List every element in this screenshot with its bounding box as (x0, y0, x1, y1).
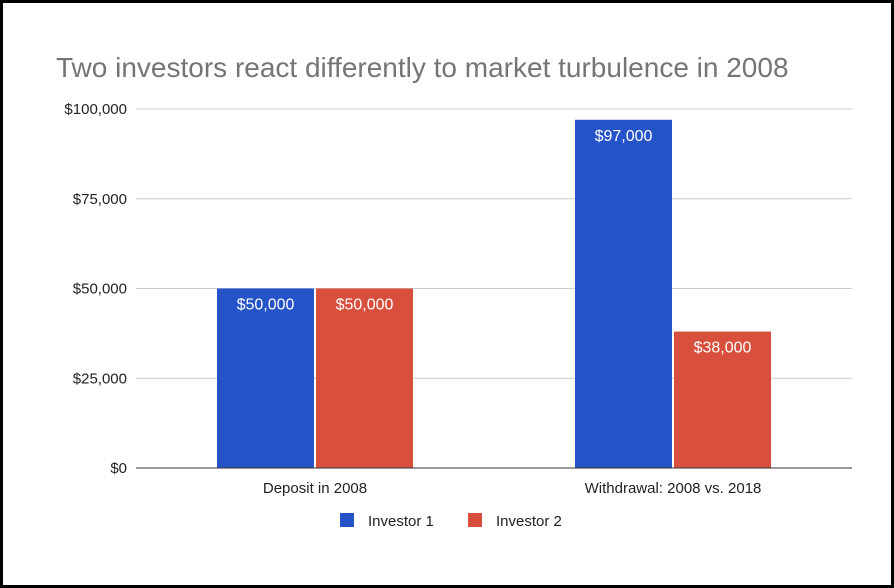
y-tick-label: $75,000 (73, 191, 127, 208)
category-label: Deposit in 2008 (263, 480, 367, 497)
bar-value-label: $50,000 (237, 297, 295, 314)
legend: Investor 1 Investor 2 (340, 513, 562, 530)
bar (316, 288, 413, 468)
category-labels: Deposit in 2008 Withdrawal: 2008 vs. 2018 (263, 480, 762, 497)
bar (575, 119, 672, 469)
legend-label: Investor 1 (368, 513, 434, 530)
y-axis-tick-labels: $0 $25,000 $50,000 $75,000 $100,000 (64, 101, 127, 477)
y-tick-label: $0 (110, 460, 127, 477)
y-tick-label: $100,000 (64, 101, 127, 118)
category-label: Withdrawal: 2008 vs. 2018 (585, 480, 762, 497)
bar (217, 288, 314, 468)
bar-value-label: $97,000 (595, 128, 653, 145)
bar-value-label: $50,000 (336, 297, 394, 314)
y-tick-label: $25,000 (73, 370, 127, 387)
legend-swatch (340, 513, 354, 527)
legend-swatch (468, 513, 482, 527)
chart-title: Two investors react differently to marke… (56, 52, 789, 83)
bar-value-label: $38,000 (694, 340, 752, 357)
bar-data-labels: $50,000 $50,000 $97,000 $38,000 (237, 128, 752, 357)
y-tick-label: $50,000 (73, 281, 127, 298)
legend-label: Investor 2 (496, 513, 562, 530)
bar (674, 331, 771, 468)
bars (217, 119, 771, 469)
